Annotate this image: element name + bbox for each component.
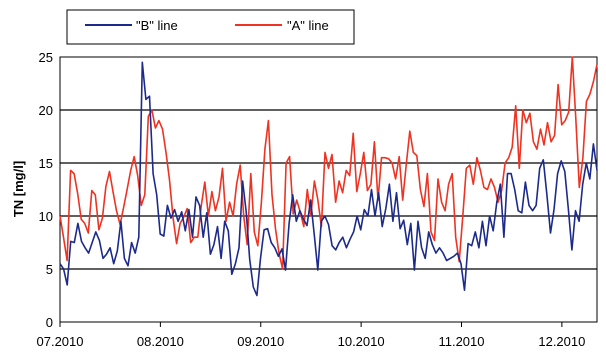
x-tick-marks xyxy=(59,322,563,327)
x-tick-label: 11.2010 xyxy=(438,334,484,349)
legend: "B" line "A" line xyxy=(66,9,355,45)
series-line-a xyxy=(59,56,598,270)
y-tick-label: 5 xyxy=(46,262,53,277)
x-tick-label: 12.2010 xyxy=(538,334,585,349)
plot-area-frame xyxy=(59,56,598,323)
y-axis-title: TN [mg/l] xyxy=(11,161,26,217)
x-tick-label: 10.2010 xyxy=(338,334,385,349)
y-tick-label: 15 xyxy=(39,156,53,171)
legend-label-a-line: "A" line xyxy=(287,18,329,33)
x-tick-label: 07.2010 xyxy=(37,334,84,349)
legend-label-b-line: "B" line xyxy=(136,18,178,33)
y-tick-label: 20 xyxy=(39,103,53,118)
y-tick-labels: 0 5 10 15 20 25 xyxy=(39,50,53,330)
y-tick-label: 0 xyxy=(46,315,53,330)
legend-box xyxy=(66,9,355,45)
series-lines xyxy=(59,56,598,297)
y-tick-label: 10 xyxy=(39,209,53,224)
x-tick-label: 08.2010 xyxy=(137,334,184,349)
series-line-b xyxy=(59,61,598,297)
y-tick-label: 25 xyxy=(39,50,53,65)
x-tick-label: 09.2010 xyxy=(237,334,284,349)
x-tick-labels: 07.2010 08.2010 09.2010 10.2010 11.2010 12.20… xyxy=(37,334,586,349)
